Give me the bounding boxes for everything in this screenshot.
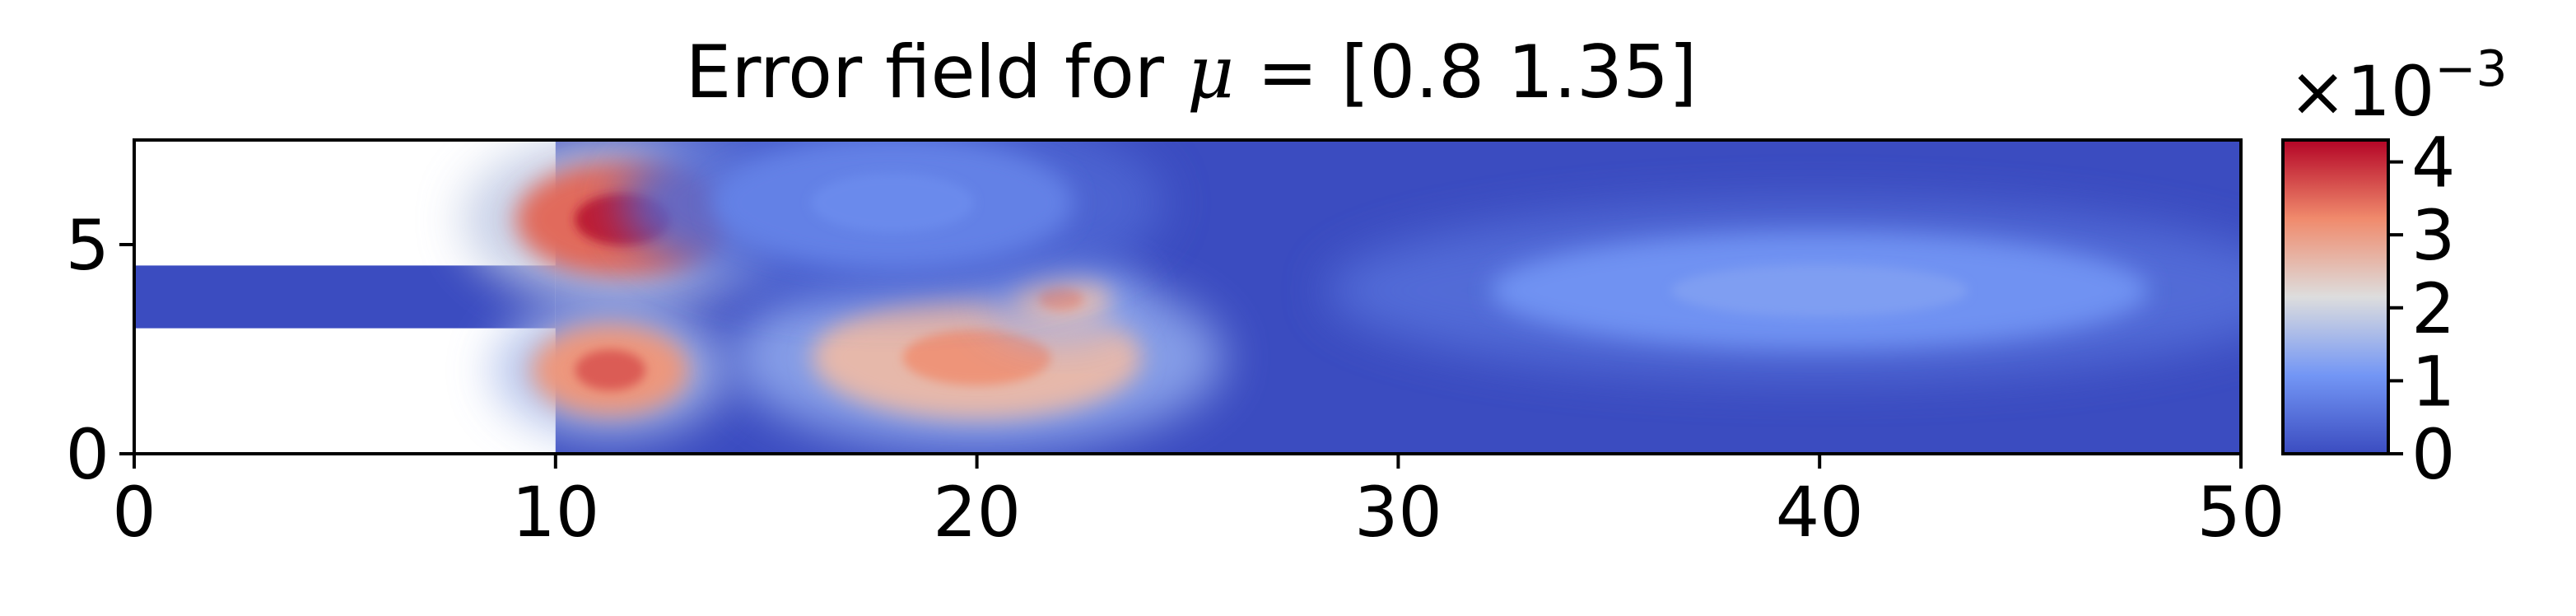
colorbar-tick-label: 1 — [2411, 341, 2455, 422]
inlet-channel-domain — [134, 265, 556, 329]
error-hotspot-peak — [811, 173, 975, 233]
y-tick-label: 5 — [66, 205, 109, 286]
colorbar-gradient — [2281, 138, 2390, 455]
x-tick-label: 50 — [2197, 472, 2285, 553]
colorbar-offset-label: ×10−3 — [2289, 40, 2508, 132]
error-hotspot-peak — [1671, 264, 1968, 317]
error-hotspot-peak — [575, 349, 646, 391]
colorbar-tick-label: 3 — [2411, 195, 2455, 276]
x-tick-label: 0 — [112, 472, 156, 553]
y-axis: 05 — [66, 205, 134, 495]
mu-symbol: μ — [1187, 30, 1234, 114]
x-tick-label: 40 — [1776, 472, 1864, 553]
plot-area — [134, 140, 2241, 454]
plot-frame — [133, 138, 2243, 455]
error-hotspot-peak — [902, 329, 1051, 385]
colorbar-tick-label: 2 — [2411, 268, 2455, 349]
error-hotspot-peak — [1038, 287, 1083, 310]
x-tick-label: 30 — [1354, 472, 1442, 553]
error-hotspots — [462, 140, 2241, 450]
x-tick-label: 10 — [511, 472, 599, 553]
chart-title: Error field for μ = [0.8 1.35] — [686, 30, 1698, 114]
x-axis: 0 10 20 30 40 50 — [112, 454, 2285, 553]
x-tick-label: 20 — [933, 472, 1021, 553]
y-tick-label: 0 — [66, 414, 109, 495]
colorbar-tick-label: 0 — [2411, 414, 2455, 495]
colorbar-tick-label: 4 — [2411, 123, 2455, 203]
